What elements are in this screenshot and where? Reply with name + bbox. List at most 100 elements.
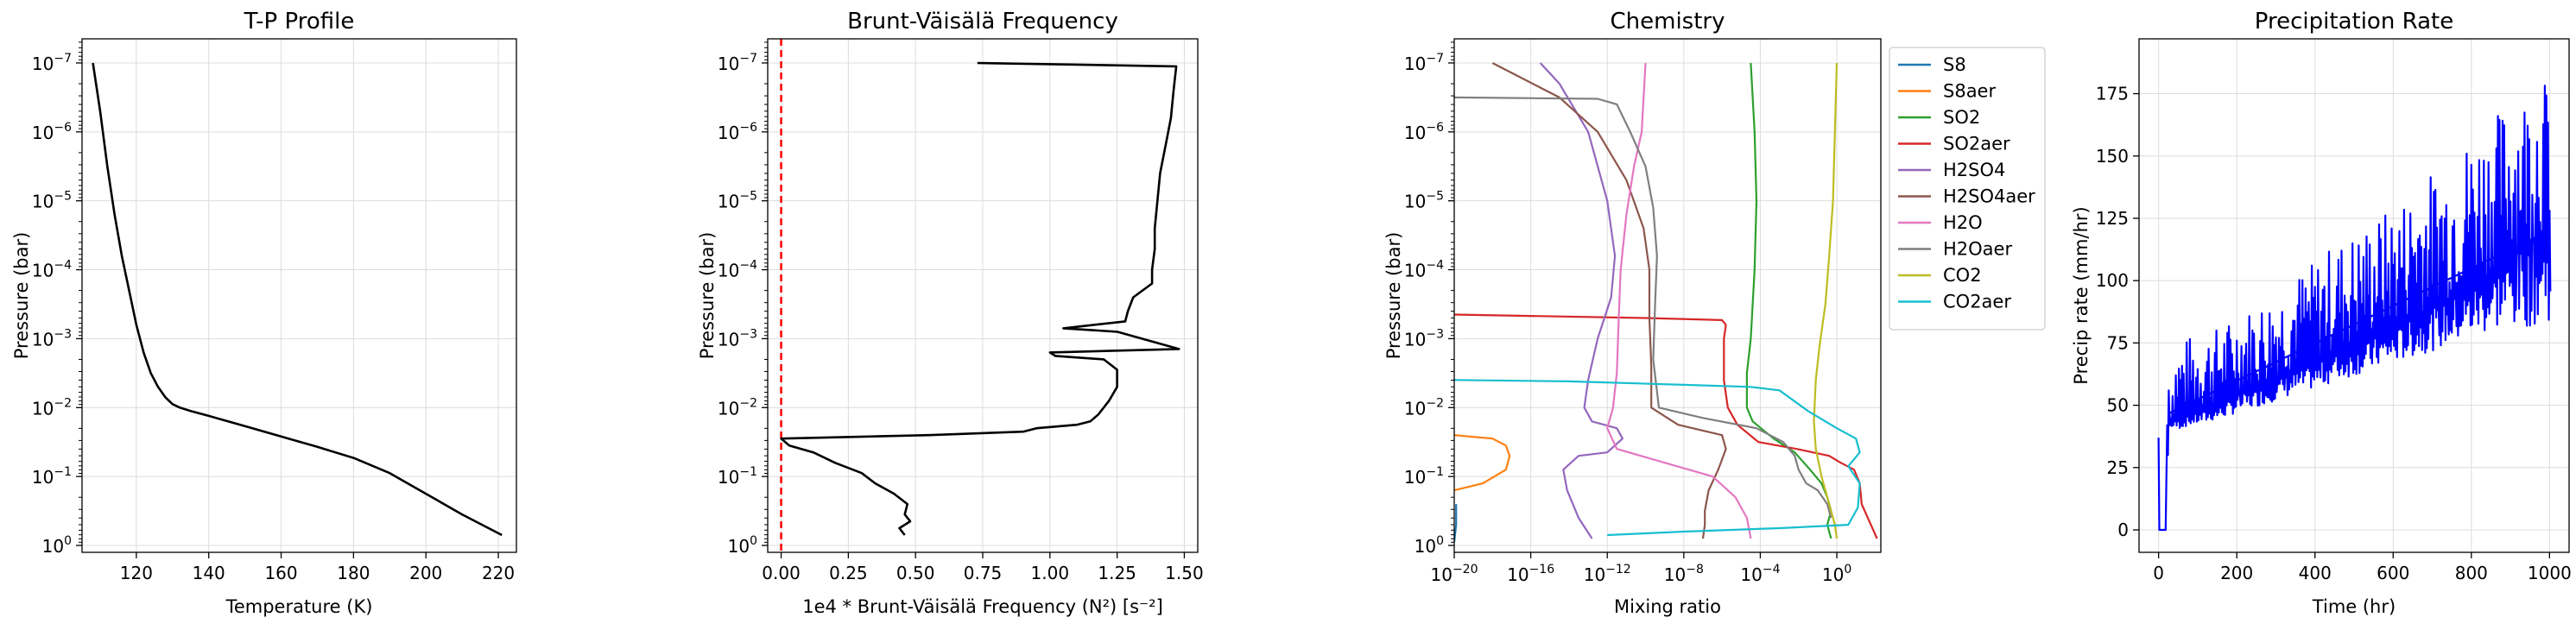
y-tick-label: 10−5	[1404, 190, 1444, 212]
series-line-h2oaer	[1454, 96, 1832, 519]
y-tick-label-base: 10	[1404, 261, 1426, 281]
chart-2: 0.00 0.25 0.50 0.75 1.00 1.25 1.5010010−110−21…	[697, 9, 1204, 617]
y-tick-label-base: 10	[718, 192, 739, 212]
y-tick-label-exponent: −6	[1426, 121, 1444, 135]
legend-label-co2: CO2	[1943, 265, 1982, 286]
y-tick-label-exponent: −3	[54, 327, 72, 341]
y-tick-label: 175	[2096, 84, 2129, 104]
chart-1: 120 140 160 180 200 22010010−110−210−310−410−…	[11, 9, 517, 617]
x-tick-label: 400	[2299, 563, 2332, 583]
plot-area	[2157, 85, 2552, 532]
series-line-h2so4	[1539, 62, 1623, 539]
chart-title: T-P Profile	[244, 9, 355, 35]
x-tick-label: 0	[2153, 563, 2164, 583]
x-axis-label: Mixing ratio	[1614, 596, 1721, 617]
legend-label-h2so4: H2SO4	[1943, 160, 2005, 180]
x-tick-label-base: 10	[1431, 564, 1453, 585]
x-tick-label-base: 10	[1740, 564, 1762, 585]
y-tick-label: 10−3	[32, 327, 72, 350]
y-tick-label-exponent: −5	[739, 190, 757, 204]
axes-frame	[81, 38, 517, 553]
legend-label-s8aer: S8aer	[1943, 81, 1996, 102]
y-tick-label-base: 10	[32, 467, 54, 488]
y-axis-label: Pressure (bar)	[697, 232, 718, 360]
y-tick-label-exponent: −3	[1426, 327, 1444, 341]
series-line-so2aer	[1454, 313, 1878, 539]
y-tick-label: 75	[2107, 332, 2129, 353]
y-tick-label: 10−2	[718, 396, 757, 419]
y-tick-label-base: 10	[32, 54, 54, 74]
x-tick-label: 600	[2377, 563, 2409, 583]
y-tick-label: 10−5	[718, 190, 757, 212]
series-line-1	[780, 61, 1180, 536]
y-tick-label-base: 10	[32, 192, 54, 212]
y-tick-label: 10−6	[718, 121, 757, 143]
x-tick-label: 1.50	[1165, 563, 1204, 583]
x-tick-label: 200	[2220, 563, 2253, 583]
y-tick-label-base: 10	[1404, 192, 1426, 212]
y-tick-label-exponent: −1	[739, 465, 757, 479]
y-tick-label-exponent: −2	[739, 396, 757, 410]
y-tick-label: 50	[2107, 395, 2129, 416]
y-tick-label-exponent: −5	[54, 190, 72, 204]
y-tick-label-base: 10	[718, 467, 739, 488]
y-tick-label-exponent: −4	[54, 259, 72, 273]
legend-label-co2aer: CO2aer	[1943, 292, 2011, 312]
series-line-1	[92, 62, 503, 537]
y-tick-label-exponent: −4	[1426, 259, 1444, 273]
x-tick-label: 10−4	[1740, 563, 1780, 585]
y-tick-label-base: 10	[32, 123, 54, 143]
y-tick-label: 10−4	[1404, 259, 1444, 281]
y-tick-label-base: 10	[42, 536, 64, 557]
x-tick-label: 1.00	[1031, 563, 1070, 583]
series-line-co2	[1813, 62, 1839, 539]
chart-title: Chemistry	[1611, 9, 1725, 35]
y-tick-label: 10−3	[718, 327, 757, 350]
legend-label-h2o: H2O	[1943, 212, 1983, 233]
x-tick-label: 120	[120, 563, 153, 583]
legend-label-so2: SO2	[1943, 107, 1980, 128]
y-tick-label: 100	[42, 534, 72, 557]
x-tick-label-base: 10	[1507, 564, 1529, 585]
y-tick-label-base: 10	[718, 261, 739, 281]
series-line-1	[2157, 85, 2552, 532]
y-tick-label-exponent: −7	[739, 52, 757, 66]
y-tick-label-base: 10	[32, 261, 54, 281]
x-tick-label: 0.00	[762, 563, 801, 583]
y-tick-label-exponent: −4	[739, 259, 757, 273]
y-tick-label: 25	[2107, 457, 2129, 478]
x-axis-label: Time (hr)	[2312, 596, 2396, 617]
y-tick-label: 10−1	[1404, 465, 1444, 488]
y-tick-label: 10−4	[32, 259, 72, 281]
y-tick-label: 100	[2096, 270, 2129, 291]
y-tick-label-base: 10	[1404, 467, 1426, 488]
chemistry-legend: S8 S8aer SO2 SO2aer H2SO4 H2SO4aer H2O H2Oaer CO…	[1889, 47, 2046, 331]
legend-label-h2oaer: H2Oaer	[1943, 239, 2012, 260]
y-axis-label: Pressure (bar)	[11, 232, 32, 360]
y-tick-label-base: 10	[718, 123, 739, 143]
y-tick-label-base: 10	[1404, 54, 1426, 74]
y-tick-label: 100	[728, 534, 757, 557]
series-line-h2so4aer	[1491, 62, 1727, 539]
x-tick-label: 1000	[2528, 563, 2572, 583]
legend-label-h2so4aer: H2SO4aer	[1943, 186, 2035, 207]
x-tick-label: 800	[2455, 563, 2488, 583]
x-tick-label: 140	[193, 563, 225, 583]
legend-label-s8: S8	[1943, 54, 1966, 75]
axes-frame	[1453, 38, 1882, 553]
y-axis-label: Precip rate (mm/hr)	[2071, 206, 2092, 384]
chart-3: 10−20 10−16 10−12 10−8 10−4 10010010−110−210−…	[1383, 9, 1882, 617]
y-tick-label-exponent: 0	[1436, 534, 1444, 548]
x-tick-label: 1.25	[1098, 563, 1136, 583]
y-tick-label: 10−5	[32, 190, 72, 212]
x-axis-label: 1e4 * Brunt-Väisälä Frequency (N²) [s⁻²]	[802, 596, 1163, 617]
x-tick-label: 160	[264, 563, 297, 583]
series-line-s8	[1454, 504, 1458, 543]
y-tick-label-exponent: −3	[739, 327, 757, 341]
y-tick-label-exponent: −1	[1426, 465, 1444, 479]
y-tick-label: 10−6	[1404, 121, 1444, 143]
series-line-co2aer	[1454, 379, 1861, 537]
y-tick-label-exponent: −1	[54, 465, 72, 479]
